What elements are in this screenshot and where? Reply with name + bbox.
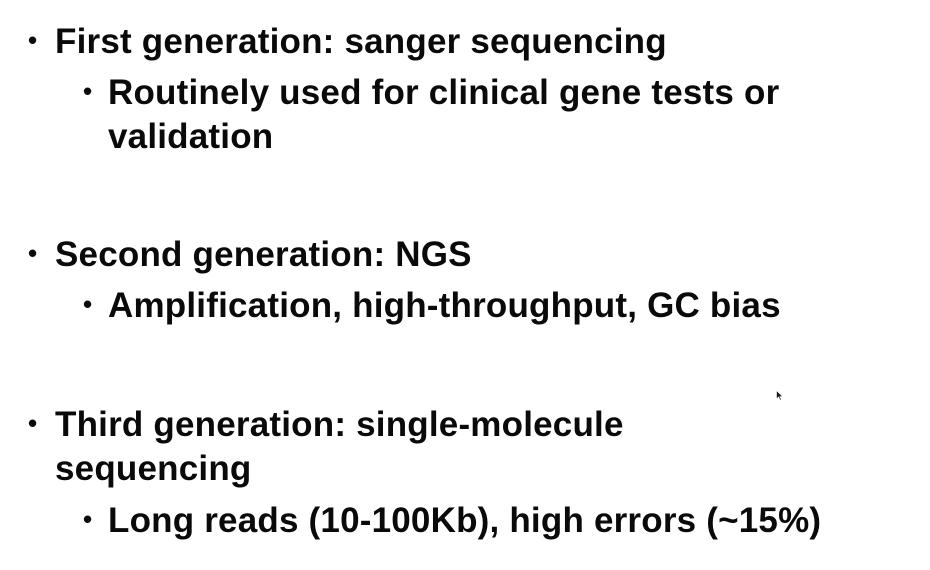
bullet-text: Third generation: single-molecule sequen… <box>55 405 624 488</box>
sub-bullet-text: Long reads (10-100Kb), high errors (~15%… <box>108 501 822 540</box>
bullet-dot-icon: • <box>28 25 38 55</box>
bullet-second-generation: • Second generation: NGS <box>28 233 875 277</box>
bullet-dot-icon: • <box>83 504 93 534</box>
sub-bullet-text: Routinely used for clinical gene tests o… <box>108 73 780 156</box>
bullet-third-generation: • Third generation: single-molecule sequ… <box>28 403 755 491</box>
sub-bullet-second-generation: • Amplification, high-throughput, GC bia… <box>83 284 898 328</box>
bullet-first-generation: • First generation: sanger sequencing <box>28 20 875 64</box>
sub-bullet-third-generation: • Long reads (10-100Kb), high errors (~1… <box>83 499 898 543</box>
mouse-pointer-icon <box>776 390 784 401</box>
bullet-text: First generation: sanger sequencing <box>55 22 667 61</box>
bullet-dot-icon: • <box>28 408 38 438</box>
bullet-dot-icon: • <box>83 76 93 106</box>
bullet-dot-icon: • <box>28 238 38 268</box>
sub-bullet-text: Amplification, high-throughput, GC bias <box>108 286 781 325</box>
bullet-text: Second generation: NGS <box>55 235 472 274</box>
bullet-dot-icon: • <box>83 289 93 319</box>
sub-bullet-first-generation: • Routinely used for clinical gene tests… <box>83 71 898 159</box>
